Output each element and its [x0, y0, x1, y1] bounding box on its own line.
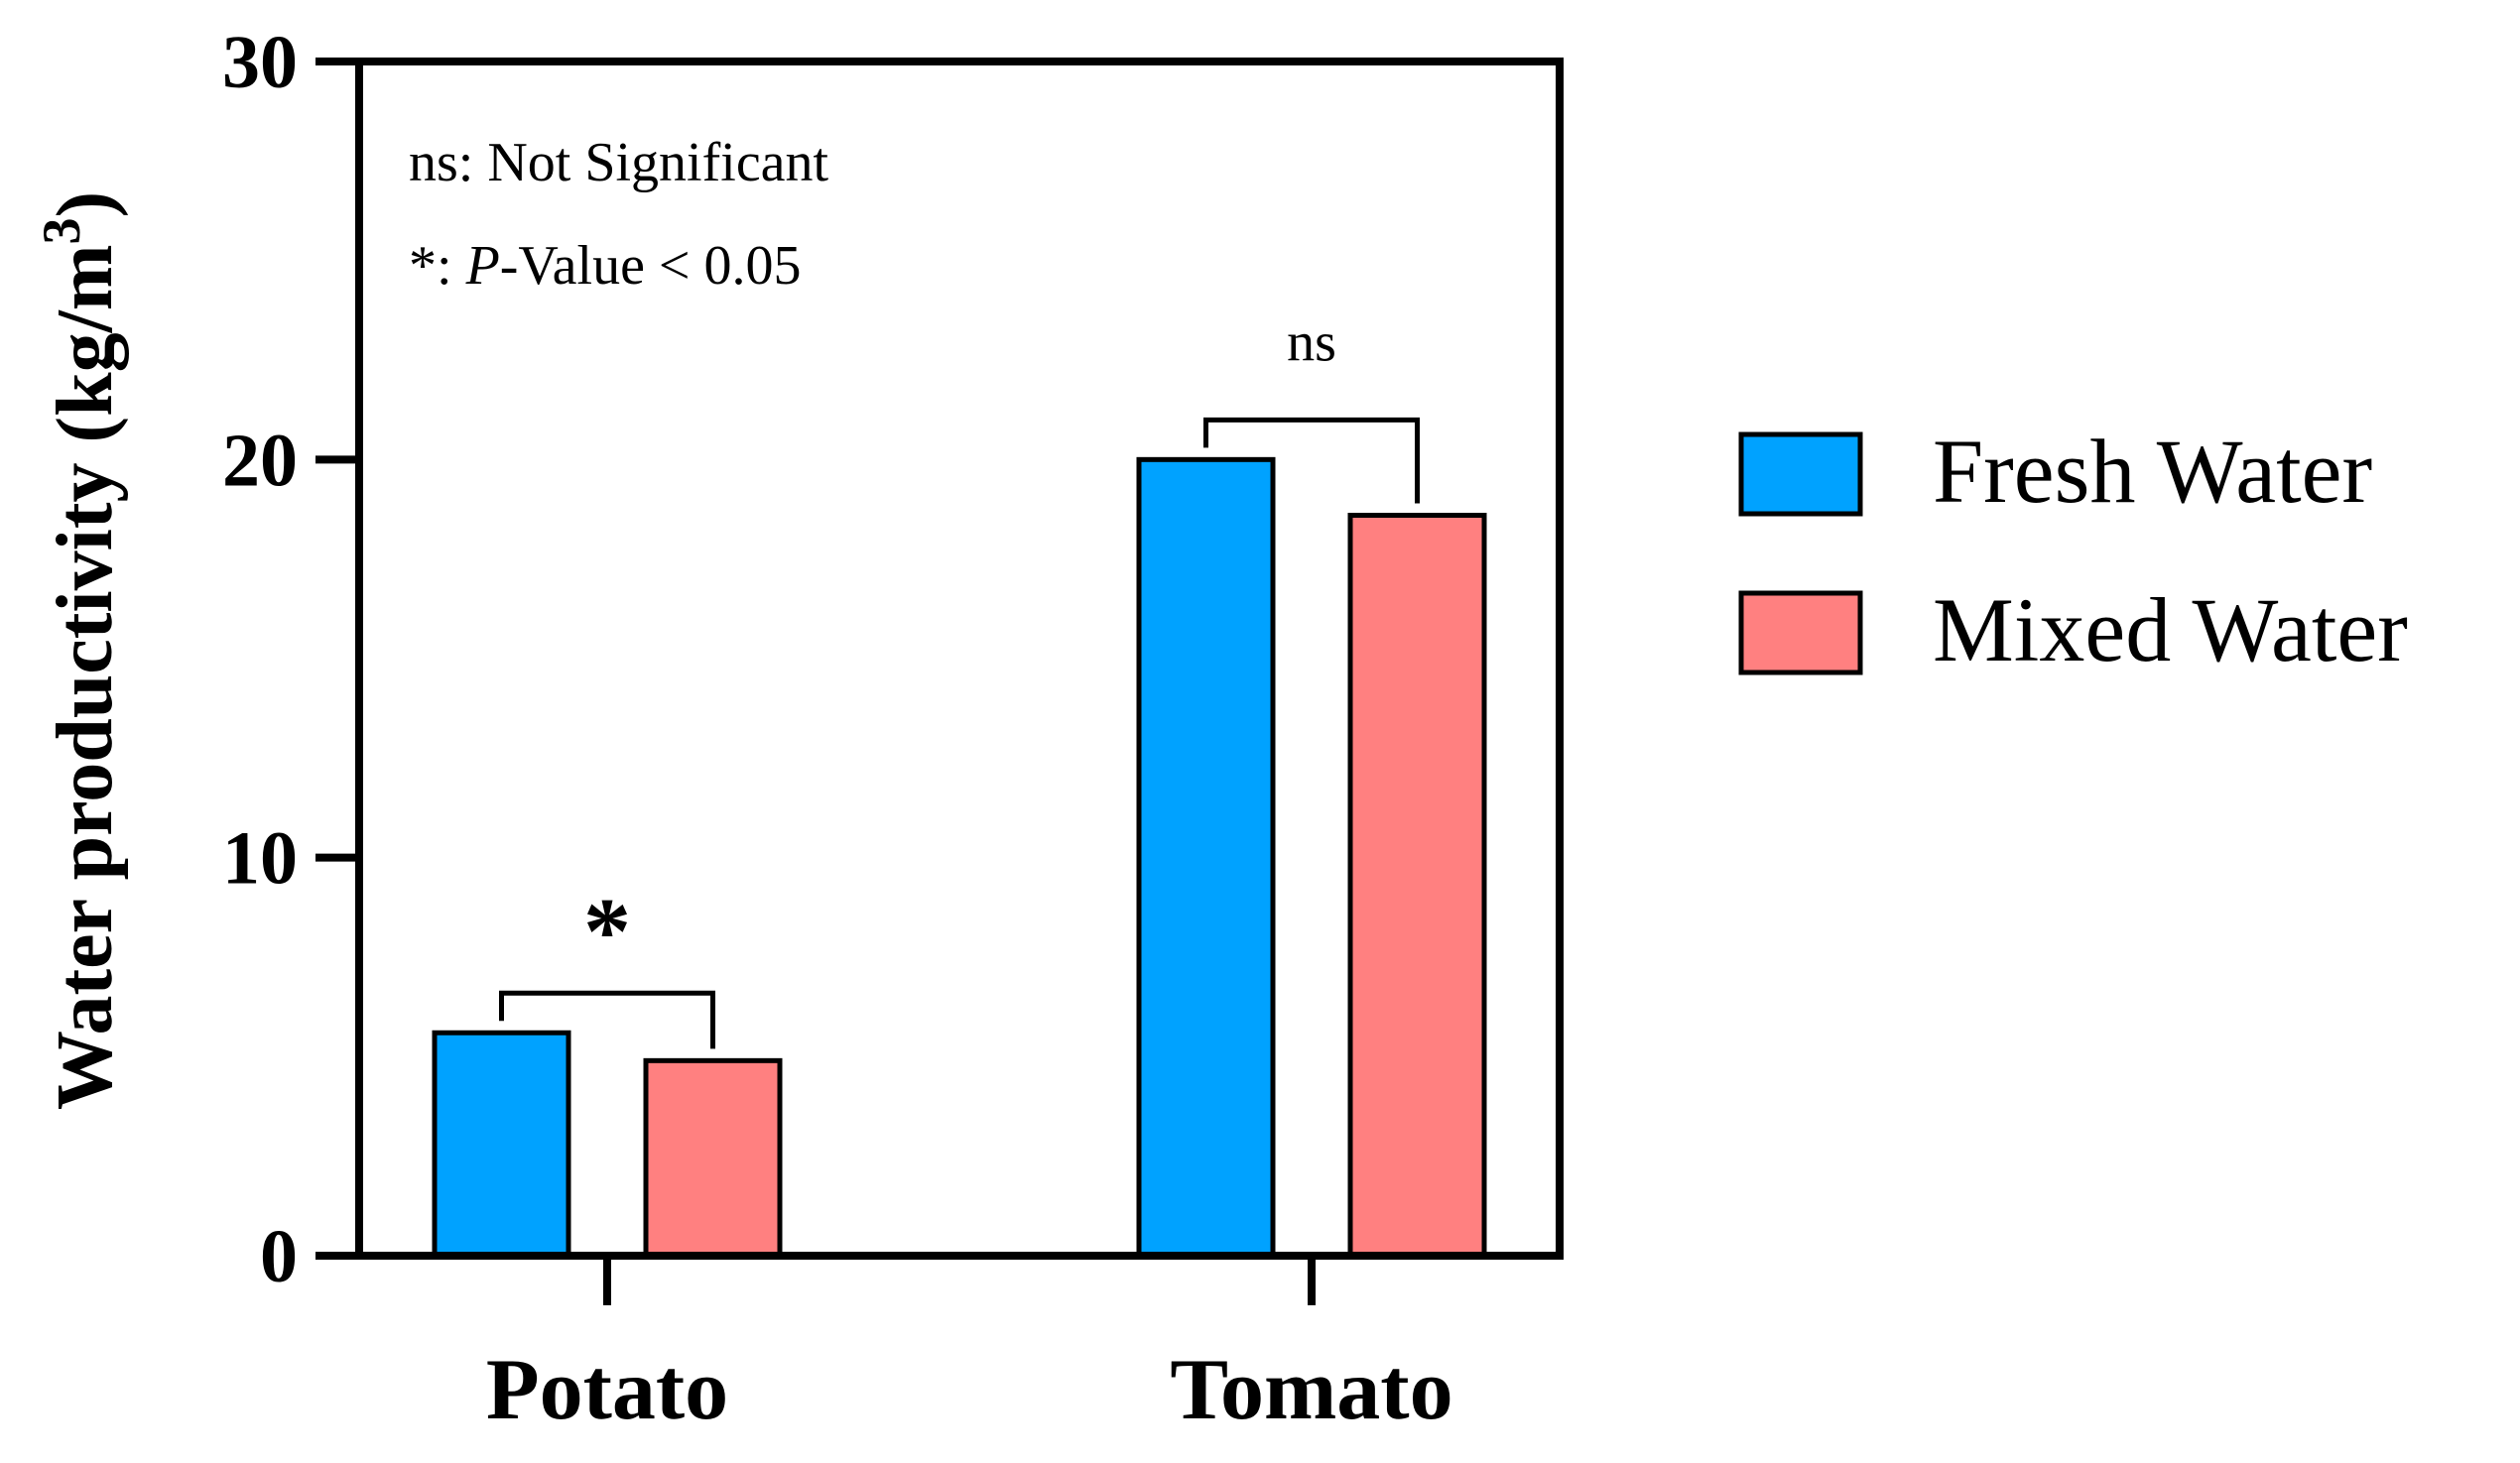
annotation-p-prefix: *: [409, 235, 466, 297]
y-tick-label: 20 [222, 419, 298, 502]
bar-tomato-fresh-water [1136, 456, 1276, 1259]
significance-bracket-tomato [1203, 417, 1420, 504]
significance-bracket-potato [499, 990, 715, 1049]
y-axis-label: Water productivity (kg/m3) [32, 191, 129, 1110]
bar-tomato-mixed-water [1347, 513, 1487, 1259]
y-axis-label-superscript: 3 [32, 218, 91, 245]
significance-label-potato: * [583, 878, 631, 984]
significance-label-tomato: ns [1287, 311, 1336, 373]
x-tick-label-potato: Potato [486, 1342, 728, 1438]
x-tick-label-tomato: Tomato [1170, 1342, 1452, 1438]
bar-potato-mixed-water [643, 1057, 783, 1259]
y-tick-label: 10 [222, 817, 298, 901]
y-tick-label: 30 [222, 21, 298, 104]
significance-brackets: * ns [499, 311, 1420, 1049]
annotation-p-italic: P [465, 235, 500, 297]
y-axis-label-close: ) [42, 191, 129, 218]
legend-label-mixed-water: Mixed Water [1933, 579, 2408, 680]
bar-potato-fresh-water [432, 1030, 571, 1259]
annotation-p-value-note: *: P-Value < 0.05 [409, 235, 802, 297]
y-tick-label: 0 [260, 1215, 298, 1298]
y-axis-label-main: Water productivity (kg/m [42, 245, 129, 1111]
legend-label-fresh-water: Fresh Water [1933, 421, 2372, 522]
bars-layer [432, 456, 1487, 1259]
legend-swatch-fresh-water [1738, 431, 1863, 517]
legend-swatch-mixed-water [1738, 590, 1863, 675]
annotation-p-rest: -Value < 0.05 [500, 235, 802, 297]
axes-layer: 0 10 20 30 Potato Tomato [222, 21, 1453, 1438]
legend: Fresh Water Mixed Water [1738, 421, 2408, 680]
annotation-ns-note: ns: Not Significant [409, 132, 829, 193]
plot-area-frame [355, 58, 1564, 1260]
